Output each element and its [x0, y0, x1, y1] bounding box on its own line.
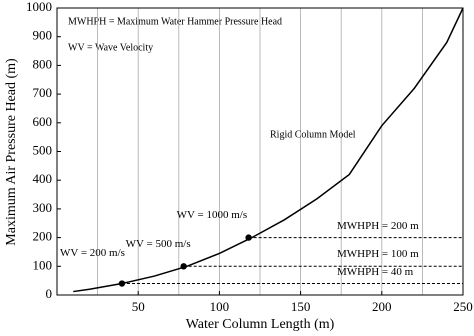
data-point [180, 263, 187, 270]
x-tick-label: 250 [453, 299, 473, 314]
y-tick-label: 1000 [26, 0, 52, 14]
x-tick-label: 50 [132, 299, 145, 314]
y-tick-label: 400 [33, 171, 53, 186]
y-axis-label: Maximum Air Pressure Head (m) [4, 58, 19, 246]
y-tick-label: 800 [33, 56, 53, 71]
y-tick-label: 700 [33, 85, 53, 100]
point-label: WV = 1000 m/s [177, 209, 247, 221]
series-label: Rigid Column Model [270, 129, 356, 140]
y-tick-label: 600 [33, 114, 53, 129]
x-tick-label: 100 [210, 299, 230, 314]
note: MWHPH = Maximum Water Hammer Pressure He… [68, 16, 282, 27]
y-tick-label: 100 [33, 257, 53, 272]
data-line [73, 7, 464, 293]
point-label: WV = 500 m/s [126, 238, 191, 250]
y-tick-label: 200 [33, 229, 53, 244]
y-tick-label: 300 [33, 200, 53, 215]
y-tick-label: 500 [33, 142, 53, 157]
data-point [245, 234, 252, 241]
dashed-label: MWHPH = 100 m [337, 248, 419, 260]
x-axis-label: Water Column Length (m) [186, 317, 335, 332]
data-point [118, 280, 126, 287]
dashed-label: MWHPH = 200 m [337, 220, 419, 232]
point-label: WV = 200 m/s [60, 247, 125, 259]
note: WV = Wave Velocity [68, 42, 153, 53]
x-tick-label: 150 [291, 299, 311, 314]
dashed-label: MWHPH = 40 m [337, 266, 414, 278]
y-tick-label: 0 [46, 286, 53, 301]
y-tick-label: 900 [33, 28, 53, 43]
x-tick-label: 200 [372, 299, 392, 314]
